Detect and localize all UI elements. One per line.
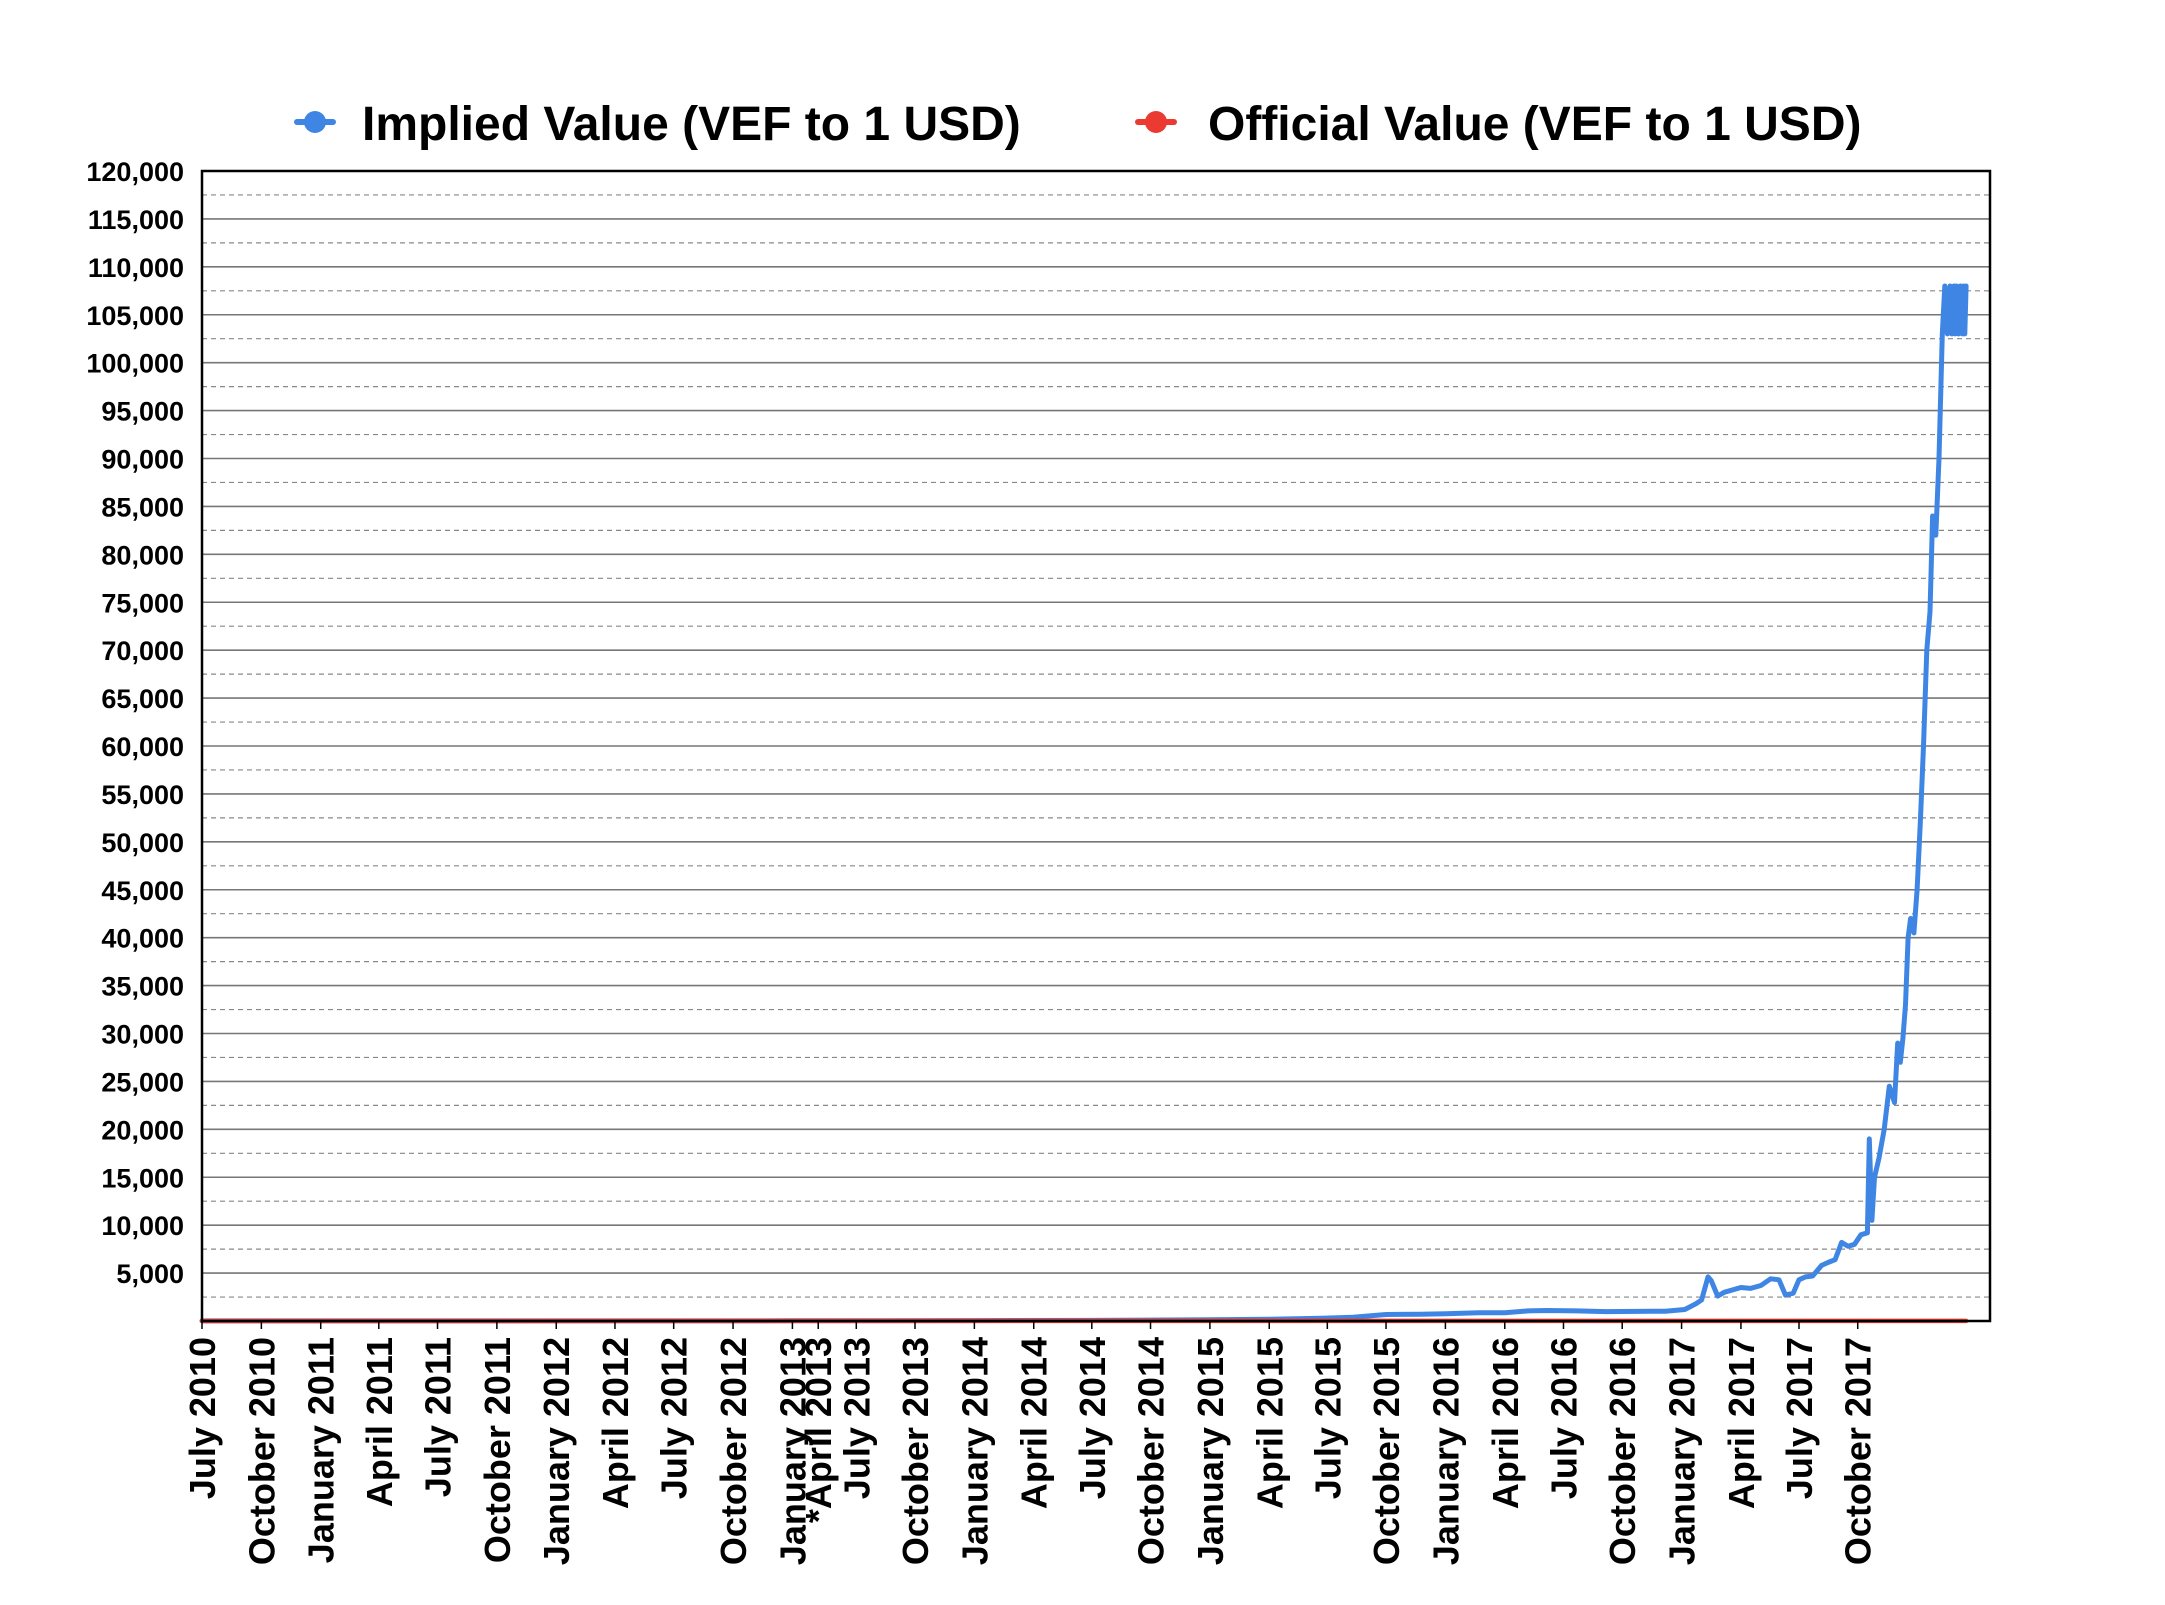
x-tick-label: October 2017: [1838, 1337, 1879, 1565]
x-tick-label: October 2010: [241, 1337, 282, 1565]
legend-item-implied: Implied Value (VEF to 1 USD): [297, 98, 1021, 151]
x-tick-label: October 2013: [895, 1337, 936, 1565]
y-tick-label: 35,000: [101, 972, 184, 1002]
x-tick-label: October 2014: [1131, 1337, 1172, 1565]
y-tick-label: 40,000: [101, 924, 184, 954]
x-tick-label: October 2016: [1602, 1337, 1643, 1565]
y-tick-label: 80,000: [101, 540, 184, 570]
y-tick-label: 55,000: [101, 780, 184, 810]
x-tick-label: July 2015: [1307, 1337, 1348, 1499]
x-tick-label: April 2014: [1014, 1337, 1055, 1509]
y-tick-label: 100,000: [86, 349, 184, 379]
x-tick-label: July 2014: [1072, 1337, 1113, 1499]
x-tick-label: April 2011: [359, 1337, 400, 1507]
y-tick-label: 45,000: [101, 876, 184, 906]
x-tick-label: January 2011: [301, 1337, 342, 1563]
x-tick-label: January 2014: [954, 1337, 995, 1565]
y-tick-label: 60,000: [101, 732, 184, 762]
y-tick-label: 65,000: [101, 684, 184, 714]
series-layer: [202, 286, 1966, 1321]
legend-label-implied: Implied Value (VEF to 1 USD): [362, 98, 1021, 151]
y-tick-label: 70,000: [101, 636, 184, 666]
x-tick-label: July 2010: [182, 1337, 223, 1499]
x-tick-label: April 2015: [1249, 1337, 1290, 1509]
y-tick-label: 90,000: [101, 445, 184, 475]
y-tick-label: 25,000: [101, 1067, 184, 1097]
y-tick-label: 50,000: [101, 828, 184, 858]
x-tick-label: October 2011: [477, 1337, 518, 1563]
y-tick-label: 10,000: [101, 1211, 184, 1241]
legend-item-official: Official Value (VEF to 1 USD): [1138, 98, 1861, 151]
y-tick-label: 95,000: [101, 397, 184, 427]
legend-swatch-official-marker: [1145, 111, 1167, 133]
legend-swatch-implied-marker: [304, 111, 326, 133]
legend: Implied Value (VEF to 1 USD) Official Va…: [297, 98, 1861, 151]
gridlines: [202, 195, 1990, 1297]
x-tick-label: January 2017: [1662, 1337, 1703, 1565]
x-tick-label: April 2012: [595, 1337, 636, 1509]
x-axis: July 2010 October 2010 January 2011 April 2…: [182, 1321, 1879, 1565]
x-tick-label: July 2017: [1779, 1337, 1820, 1499]
x-tick-label: July 2016: [1543, 1337, 1584, 1499]
y-tick-label: 5,000: [116, 1259, 184, 1289]
x-tick-label: January 2015: [1190, 1337, 1231, 1565]
y-tick-label: 120,000: [86, 157, 184, 187]
series-line-implied: [202, 286, 1966, 1321]
y-tick-label: 15,000: [101, 1163, 184, 1193]
x-tick-label: July 2013: [836, 1337, 877, 1499]
y-tick-label: 85,000: [101, 492, 184, 522]
x-tick-label: July 2011: [418, 1337, 459, 1497]
legend-label-official: Official Value (VEF to 1 USD): [1208, 98, 1861, 151]
y-tick-label: 105,000: [86, 301, 184, 331]
y-tick-label: 110,000: [88, 253, 184, 283]
y-tick-label: 75,000: [101, 588, 184, 618]
y-tick-label: 115,000: [88, 205, 184, 235]
x-tick-label: July 2012: [654, 1337, 695, 1499]
y-tick-label: 30,000: [101, 1020, 184, 1050]
y-axis: 5,000 10,000 15,000 20,000 25,000 30,000 35,00…: [86, 157, 184, 1289]
x-tick-label: April 2016: [1485, 1337, 1526, 1509]
x-tick-label: April 2017: [1721, 1337, 1762, 1509]
x-tick-label: October 2015: [1366, 1337, 1407, 1565]
x-tick-label: October 2012: [713, 1337, 754, 1565]
x-tick-label: January 2012: [536, 1337, 577, 1565]
y-tick-label: 20,000: [101, 1115, 184, 1145]
x-tick-label: January 2016: [1425, 1337, 1466, 1565]
x-tick-label: *April 2013: [798, 1337, 839, 1523]
